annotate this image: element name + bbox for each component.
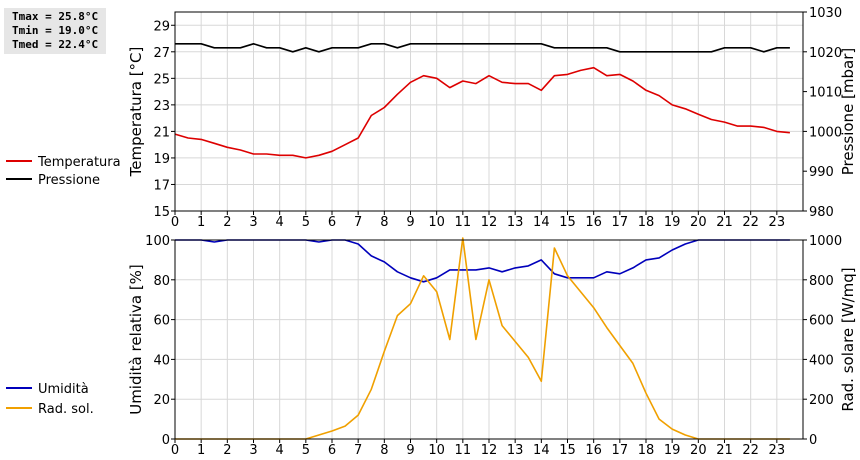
humidity-radiation-chart: 0 1 2 3 4 5 6 7 8 9 10 11 12 13 14 15 16 17 18 19 20 21 22 2302… [127, 234, 857, 458]
tp-x-tick-label: 23 [769, 215, 786, 230]
tp-x-tick-label: 21 [716, 215, 733, 230]
tp-x-tick-label: 19 [664, 215, 681, 230]
tp-x-tick-label: 1 [197, 215, 205, 230]
tmax-text: Tmax = 25.8°C [12, 10, 99, 23]
tp-x-tick-label: 12 [481, 215, 498, 230]
legend-temperature-label: Temperatura [37, 155, 121, 170]
hr-x-tick-label: 16 [585, 443, 602, 458]
tp-x-tick-label: 9 [406, 215, 414, 230]
hr-x-tick-label: 11 [455, 443, 472, 458]
tp-x-tick-label: 2 [223, 215, 231, 230]
tp-x-tick-label: 3 [249, 215, 257, 230]
hr-x-tick-label: 20 [690, 443, 707, 458]
tp-x-tick-label: 17 [612, 215, 629, 230]
tp-x-tick-label: 5 [302, 215, 310, 230]
hr-x-tick-label: 10 [428, 443, 445, 458]
tp-x-tick-label: 6 [328, 215, 336, 230]
tp-y-right-tick-label: 1010 [809, 86, 842, 101]
hr-x-tick-label: 4 [276, 443, 284, 458]
tp-x-tick-label: 0 [171, 215, 179, 230]
tp-x-tick-label: 16 [585, 215, 602, 230]
tmed-text: Tmed = 22.4°C [12, 38, 99, 51]
hr-ylabel-left: Umidità relativa [%] [127, 264, 145, 415]
tp-y-tick-label: 27 [153, 46, 170, 61]
hr-y-tick-label: 40 [153, 353, 170, 368]
hr-x-tick-label: 6 [328, 443, 336, 458]
tp-plot-frame [174, 11, 804, 212]
tp-x-tick-label: 13 [507, 215, 524, 230]
hr-ylabel-right: Rad. solare [W/mq] [839, 267, 857, 411]
legend-pressure-label: Pressione [38, 173, 100, 188]
tp-y-tick-label: 17 [153, 178, 170, 193]
hr-x-tick-label: 1 [197, 443, 205, 458]
tp-x-tick-label: 15 [559, 215, 576, 230]
tp-y-tick-label: 15 [153, 205, 170, 220]
hr-x-tick-label: 14 [533, 443, 550, 458]
tp-y-right-tick-label: 1000 [809, 125, 842, 140]
hr-x-tick-label: 0 [171, 443, 179, 458]
hr-y-right-tick-label: 600 [809, 314, 834, 329]
hr-plot-frame [174, 239, 804, 440]
tp-x-tick-label: 8 [380, 215, 388, 230]
tp-y-tick-label: 19 [153, 152, 170, 167]
tp-y-right-tick-label: 1030 [809, 6, 842, 21]
tp-x-tick-label: 18 [638, 215, 655, 230]
hr-x-tick-label: 7 [354, 443, 362, 458]
hr-y-tick-label: 100 [145, 234, 170, 249]
hr-x-tick-label: 15 [559, 443, 576, 458]
hr-y-right-tick-label: 0 [809, 433, 817, 448]
tp-x-tick-label: 14 [533, 215, 550, 230]
hr-y-right-tick-label: 1000 [809, 234, 842, 249]
hr-y-right-tick-label: 800 [809, 274, 834, 289]
hr-x-tick-label: 21 [716, 443, 733, 458]
tp-y-tick-label: 23 [153, 99, 170, 114]
hr-x-tick-label: 12 [481, 443, 498, 458]
hr-x-tick-label: 5 [302, 443, 310, 458]
tp-x-tick-label: 10 [428, 215, 445, 230]
hr-y-right-tick-label: 200 [809, 393, 834, 408]
tp-series-pressione-line [175, 42, 790, 53]
hr-y-right-tick-label: 400 [809, 353, 834, 368]
hr-x-tick-label: 2 [223, 443, 231, 458]
tp-ylabel-right: Pressione [mbar] [839, 48, 857, 176]
hr-y-tick-label: 60 [153, 314, 170, 329]
legend-humidity-label: Umidità [38, 382, 89, 397]
legend-radiation-label: Rad. sol. [38, 402, 94, 417]
tp-y-right-tick-label: 980 [809, 205, 834, 220]
tp-x-tick-label: 22 [742, 215, 759, 230]
tp-x-tick-label: 11 [455, 215, 472, 230]
legend-top: Temperatura Pressione [6, 155, 121, 188]
tmin-text: Tmin = 19.0°C [12, 24, 99, 37]
tp-ylabel-left: Temperatura [°C] [127, 47, 145, 178]
tp-y-tick-label: 21 [153, 125, 170, 140]
hr-x-tick-label: 13 [507, 443, 524, 458]
hr-x-tick-label: 17 [612, 443, 629, 458]
hr-y-tick-label: 20 [153, 393, 170, 408]
temperature-pressure-chart: 0 1 2 3 4 5 6 7 8 9 10 11 12 13 14 15 16 17 18 19 20 21 22 2315… [127, 6, 857, 230]
hr-x-tick-label: 9 [406, 443, 414, 458]
tp-series-temperatura-line [174, 66, 790, 159]
hr-y-tick-label: 0 [162, 433, 170, 448]
stats-box: Tmax = 25.8°C Tmin = 19.0°C Tmed = 22.4°… [4, 8, 106, 54]
hr-x-tick-label: 22 [742, 443, 759, 458]
hr-y-tick-label: 80 [153, 274, 170, 289]
hr-x-tick-label: 18 [638, 443, 655, 458]
tp-y-right-tick-label: 990 [809, 165, 834, 180]
hr-x-tick-label: 19 [664, 443, 681, 458]
tp-x-tick-label: 4 [276, 215, 284, 230]
hr-x-tick-label: 8 [380, 443, 388, 458]
tp-x-tick-label: 7 [354, 215, 362, 230]
tp-y-tick-label: 29 [153, 19, 170, 34]
legend-bottom: Umidità Rad. sol. [6, 382, 94, 417]
hr-x-tick-label: 23 [769, 443, 786, 458]
hr-series-umidit-line [175, 239, 790, 283]
tp-x-tick-label: 20 [690, 215, 707, 230]
tp-y-tick-label: 25 [153, 72, 170, 87]
tp-y-right-tick-label: 1020 [809, 46, 842, 61]
hr-x-tick-label: 3 [249, 443, 257, 458]
